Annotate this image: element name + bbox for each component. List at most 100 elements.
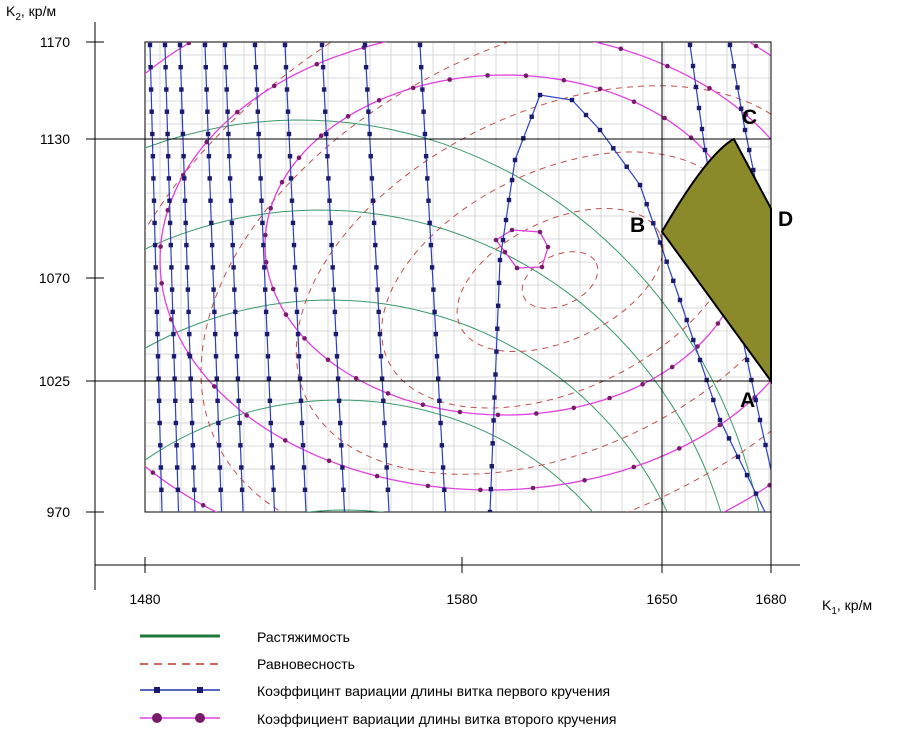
cv-second-marker — [509, 227, 515, 233]
cv-first-marker — [271, 487, 276, 492]
cv-first-marker — [151, 198, 157, 203]
cv-first-marker — [235, 376, 241, 381]
cv-first-curve — [164, 44, 180, 512]
cv-first-marker — [208, 198, 213, 203]
cv-first-marker — [189, 420, 195, 426]
cv-first-marker — [284, 87, 290, 92]
cv-first-marker — [263, 287, 268, 292]
cv-second-marker — [517, 29, 522, 34]
cv-first-marker — [363, 65, 369, 70]
cv-first-marker — [711, 397, 716, 403]
cv-second-marker — [767, 482, 771, 488]
cv-first-marker — [341, 487, 346, 492]
cv-first-marker — [154, 309, 160, 315]
cv-second-marker — [485, 73, 490, 78]
cv-first-marker — [177, 42, 183, 48]
cv-first-marker — [491, 418, 496, 423]
cv-first-marker — [529, 114, 534, 119]
cv-first-marker — [291, 242, 297, 248]
legend-marker-cv-first-1 — [154, 687, 160, 693]
cv-first-marker — [597, 127, 603, 133]
cv-first-marker — [319, 42, 325, 48]
cv-first-marker — [496, 280, 502, 286]
cv-first-marker — [492, 395, 497, 400]
cv-second-marker — [108, 433, 113, 438]
cv-first-marker — [325, 154, 330, 159]
cv-second-marker — [200, 503, 206, 508]
cv-second-marker — [524, 565, 529, 570]
cv-first-marker — [496, 303, 501, 308]
cv-first-marker — [169, 265, 174, 270]
cv-first-marker — [158, 443, 163, 448]
cv-second-marker — [699, 15, 704, 20]
cv-second-marker — [283, 438, 288, 443]
cv-first-marker — [296, 354, 302, 359]
cv-first-marker — [702, 147, 708, 153]
cv-second-marker — [50, 534, 55, 539]
cv-first-marker — [500, 237, 506, 243]
cv-first-marker — [175, 487, 181, 492]
cv-second-curve — [159, 42, 771, 491]
cv-second-marker — [813, 447, 818, 452]
cv-first-marker — [521, 136, 526, 141]
cv-second-marker — [464, 28, 469, 33]
cv-second-marker — [502, 249, 508, 255]
cv-first-marker — [367, 131, 372, 137]
cv-first-marker — [378, 354, 384, 359]
cv-second-marker — [867, 38, 872, 43]
cv-first-marker — [489, 464, 494, 469]
legend-item-balance: Равновесность — [140, 656, 355, 672]
cv-first-marker — [320, 65, 326, 70]
cv-first-marker — [205, 131, 211, 137]
plot-area — [144, 41, 772, 513]
cv-second-marker — [655, 538, 660, 543]
cv-first-marker — [735, 85, 740, 90]
cv-first-marker — [334, 354, 340, 359]
cv-second-marker — [774, 143, 779, 148]
cv-first-marker — [179, 87, 184, 92]
cv-first-marker — [222, 42, 228, 48]
cv-first-marker — [259, 198, 264, 203]
cv-first-marker — [438, 420, 443, 426]
cv-second-marker — [753, 43, 759, 49]
cv-second-marker — [840, 118, 845, 123]
cv-first-marker — [187, 331, 192, 337]
cv-first-marker — [637, 182, 643, 188]
cv-second-marker — [138, 75, 143, 80]
cv-first-marker — [178, 65, 183, 70]
balance-curve — [456, 208, 664, 352]
cv-first-marker — [170, 309, 175, 315]
cv-first-marker — [205, 109, 210, 114]
x-tick-label: 1680 — [755, 591, 786, 607]
cv-first-marker — [226, 131, 231, 137]
cv-first-marker — [726, 436, 732, 441]
cv-first-marker — [431, 287, 436, 292]
cv-first-curve — [224, 44, 244, 512]
cv-first-marker — [657, 240, 663, 245]
cv-first-marker — [381, 398, 386, 403]
cv-first-marker — [493, 372, 498, 377]
cv-first-marker — [299, 420, 305, 426]
cv-first-marker — [155, 354, 161, 359]
cv-second-marker — [346, 651, 351, 656]
cv-first-marker — [157, 420, 162, 426]
cv-second-marker — [582, 478, 587, 483]
cv-first-marker — [324, 131, 329, 137]
cv-first-marker — [285, 109, 291, 114]
cv-first-marker — [739, 106, 744, 111]
cv-second-marker — [714, 514, 719, 519]
cv-first-marker — [375, 287, 380, 292]
cv-first-marker — [173, 398, 178, 403]
cv-first-marker — [691, 337, 696, 343]
cv-first-marker — [158, 465, 164, 470]
y-tick-label: 1025 — [39, 373, 70, 389]
cv-first-marker — [338, 420, 343, 426]
balance-curve — [295, 85, 771, 475]
x-ticks: 1480 1580 1650 1680 — [129, 557, 787, 607]
cv-first-marker — [204, 87, 209, 92]
cv-first-marker — [237, 420, 242, 426]
cv-first-marker — [232, 287, 237, 292]
cv-first-marker — [301, 465, 307, 470]
cv-first-marker — [167, 220, 173, 226]
cv-first-marker — [187, 354, 193, 359]
